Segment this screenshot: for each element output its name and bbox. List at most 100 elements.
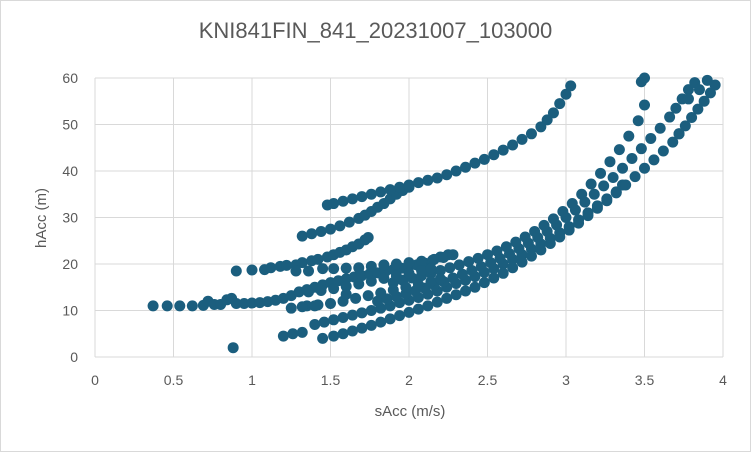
data-point [516,256,528,268]
data-point [281,259,293,271]
data-point [519,231,531,243]
data-point [346,309,358,321]
data-point [265,262,277,274]
data-point [353,262,365,274]
data-point [607,172,619,184]
data-point [639,72,650,84]
data-point [425,263,437,275]
data-point [701,74,713,86]
data-point [488,272,500,284]
data-point [554,98,566,110]
data-point [174,300,186,312]
data-point [403,179,415,191]
data-point [422,300,434,312]
data-point [478,277,490,289]
data-point [309,300,321,312]
y-tick-label: 0 [70,349,78,365]
data-point [343,216,355,228]
data-point [375,316,387,328]
data-point [488,149,500,161]
data-point [337,311,349,323]
data-point [673,128,685,140]
x-tick-label: 3 [562,372,570,388]
data-point [598,180,610,192]
data-point [403,267,415,279]
data-point [365,319,377,331]
data-point [692,103,704,115]
data-point [346,325,358,337]
data-point [317,263,329,275]
data-point [601,195,613,207]
data-point [472,252,484,264]
data-point [613,144,625,156]
data-point [657,145,669,157]
data-point [328,198,340,210]
data-point [654,122,666,134]
data-point [682,84,694,96]
data-point [500,241,512,253]
data-point [704,87,716,99]
data-point [238,298,250,310]
data-point [315,225,327,237]
data-point [460,285,472,297]
data-point [516,133,528,145]
data-point [378,272,390,284]
data-point [340,288,352,300]
data-point [438,251,450,263]
data-point [565,80,577,92]
data-point [478,153,490,165]
data-point [535,121,547,133]
data-point [686,112,698,124]
data-point [337,195,349,207]
data-point [447,249,459,261]
data-point [431,172,443,184]
data-point [285,302,297,314]
data-point [667,136,679,148]
data-point [365,305,377,316]
data-point [306,228,318,240]
data-point [441,169,453,181]
data-point [629,171,641,183]
data-point [525,128,537,140]
data-point [317,332,329,344]
data-point [698,95,710,107]
data-point [434,265,446,277]
data-point [623,130,635,142]
data-point [664,111,676,123]
data-point [576,188,588,200]
x-tick-label: 4 [719,372,727,388]
data-point [497,267,509,279]
data-point [632,115,644,127]
data-point [444,262,456,274]
data-point [466,265,478,277]
data-point [296,301,308,313]
data-point [416,255,428,267]
data-point [296,230,308,242]
data-point [529,225,541,237]
data-point [384,313,396,325]
data-point [693,84,705,96]
data-point [450,165,462,177]
data-point [365,275,377,287]
data-point [525,250,537,262]
data-point [595,167,607,179]
data-point [463,256,475,268]
data-point [538,219,550,231]
data-point [670,102,682,114]
data-point [428,253,440,265]
data-point [290,265,302,277]
data-point [362,231,374,243]
data-point [541,114,553,126]
data-point [394,181,406,193]
data-point [535,244,547,256]
data-point [186,300,198,312]
data-point [547,213,559,225]
data-point [497,144,509,156]
y-tick-label: 20 [62,256,78,272]
data-point [422,174,434,186]
data-point [227,342,239,354]
data-point [390,270,402,282]
data-point [447,272,459,284]
data-point [309,318,321,330]
